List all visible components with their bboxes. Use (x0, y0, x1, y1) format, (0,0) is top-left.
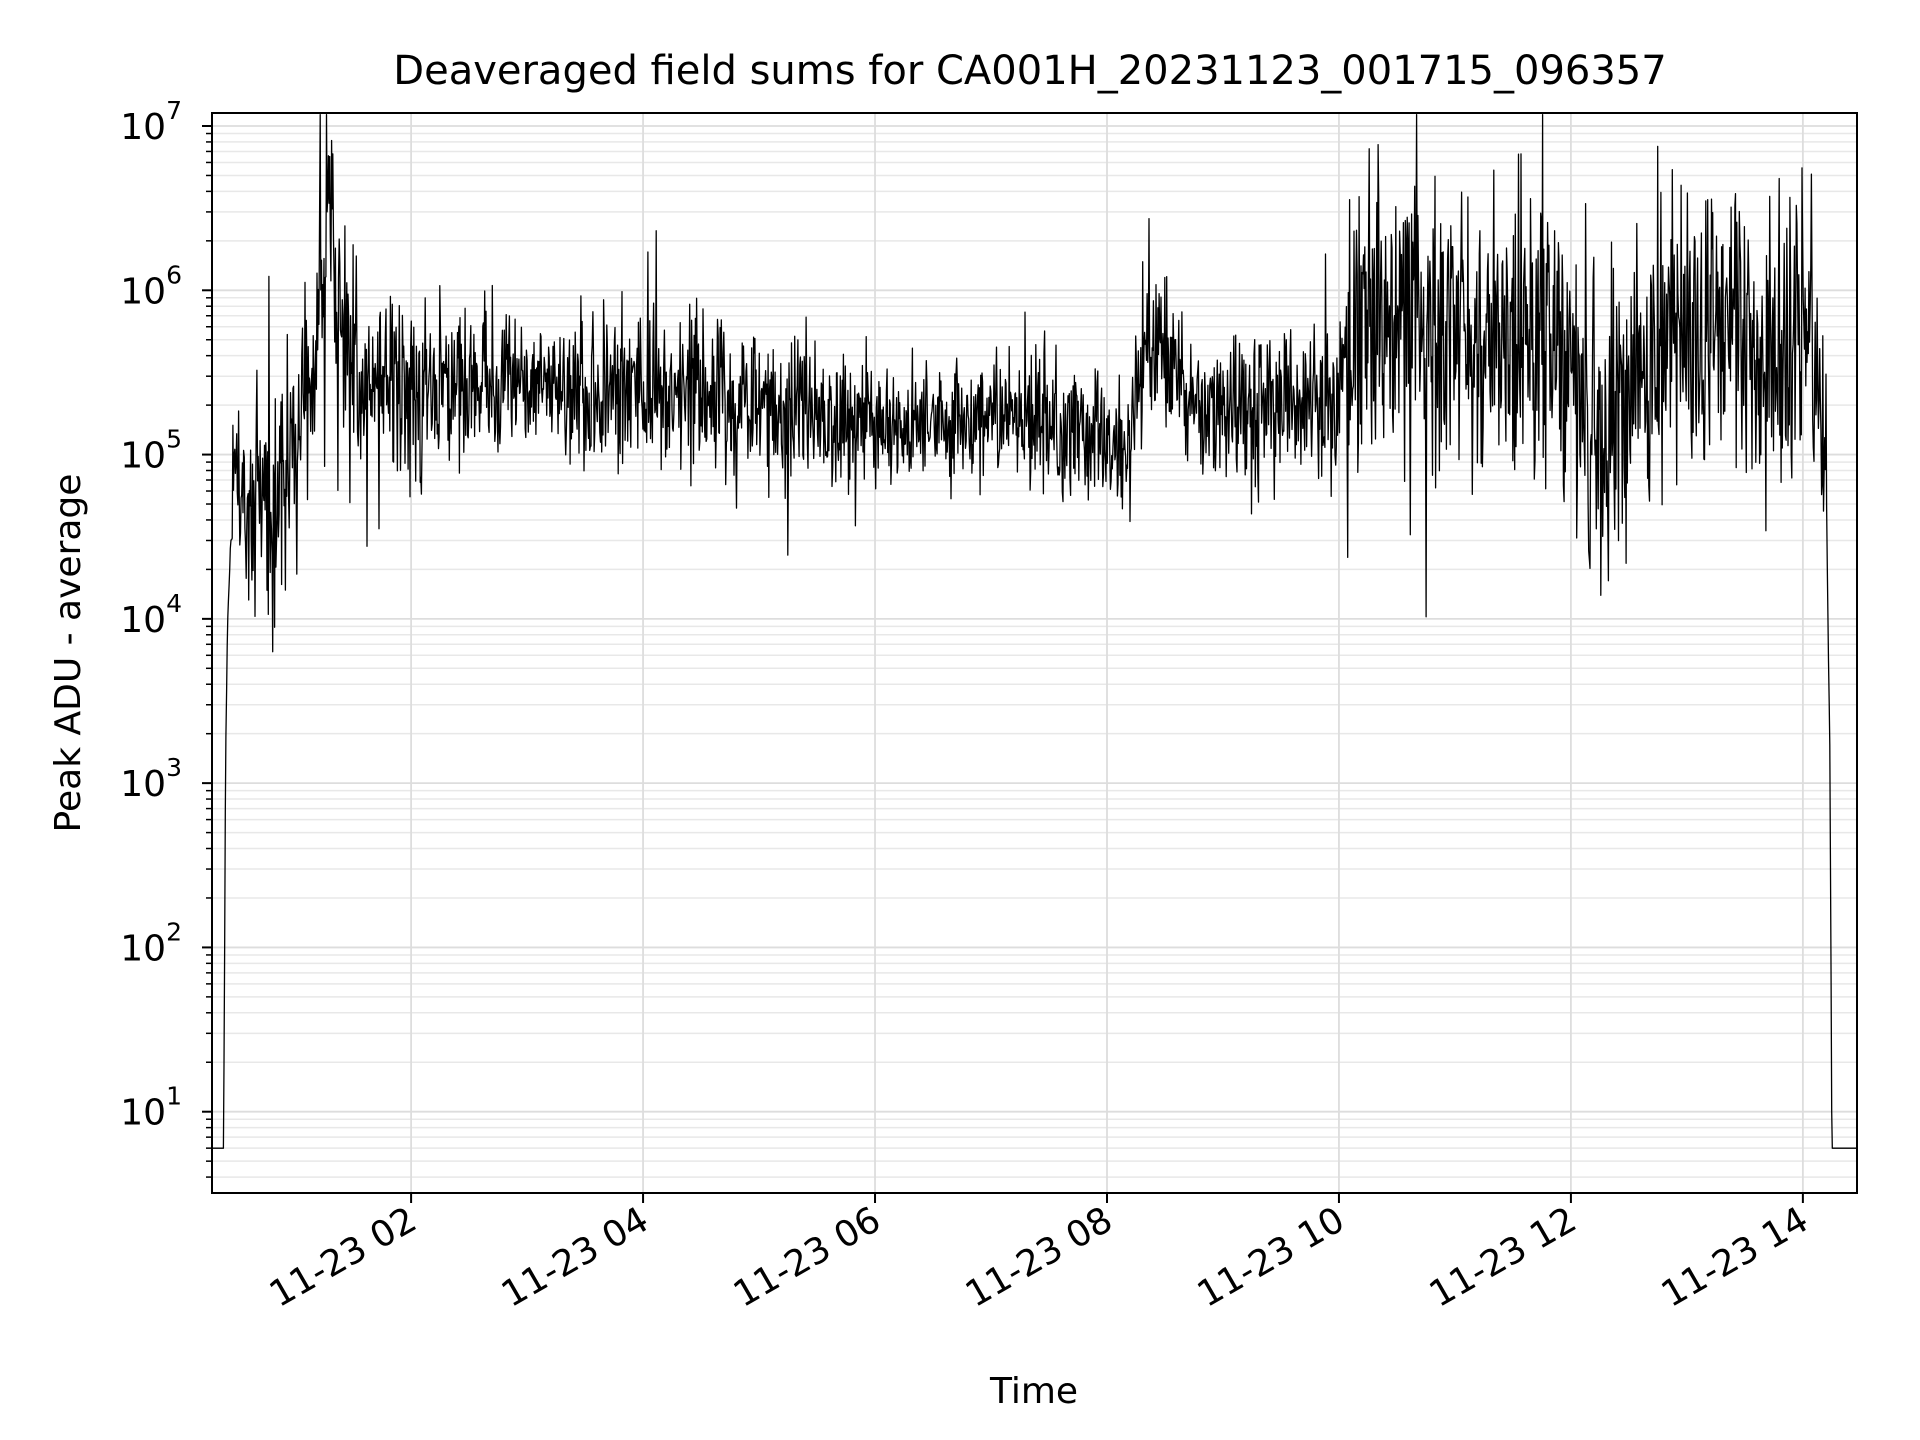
y-tick-label: 107 (120, 96, 182, 148)
data-series (211, 113, 1858, 1149)
y-tick-label: 104 (120, 589, 182, 641)
series-line (211, 113, 1858, 1149)
y-tick-label: 105 (120, 425, 182, 477)
chart-title: Deaveraged field sums for CA001H_2023112… (393, 48, 1666, 94)
y-tick-label: 103 (120, 753, 182, 805)
y-tick-label: 106 (120, 260, 182, 312)
y-axis-label: Peak ADU - average (48, 474, 89, 833)
plot-frame (211, 112, 1858, 1194)
y-tick-label: 101 (120, 1082, 182, 1134)
x-axis-label: Time (989, 1371, 1078, 1412)
y-tick-label: 102 (120, 917, 182, 969)
y-axis-ticks: 101 102 103 104 105 106 107 (120, 96, 212, 1178)
